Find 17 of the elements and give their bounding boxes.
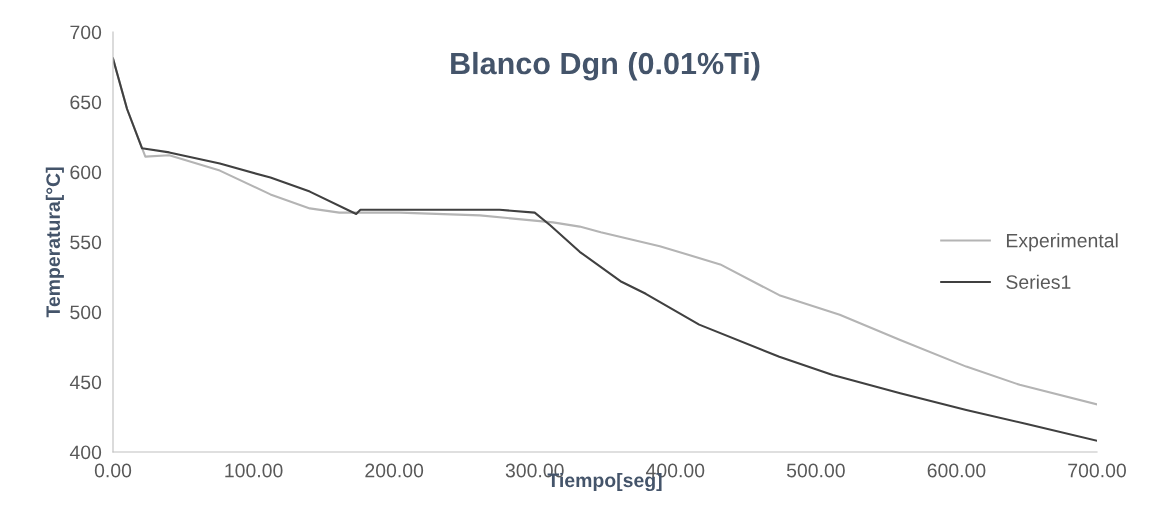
x-tick-label: 500.00 <box>786 463 845 478</box>
x-tick-label: 200.00 <box>365 463 424 478</box>
y-tick-label: 550 <box>70 235 102 250</box>
legend-label: Series1 <box>1006 274 1071 289</box>
x-tick-label: 100.00 <box>225 463 283 478</box>
legend-label: Experimental <box>1006 233 1118 252</box>
text: Blanco Dgn (0.01%Ti) <box>451 51 760 81</box>
x-tick-label: 700.00 <box>1068 463 1126 478</box>
x-tick-label: 0.00 <box>94 463 132 478</box>
y-tick-label: 600 <box>70 165 102 180</box>
y-tick-label: 500 <box>70 305 102 320</box>
x-tick-label: 600.00 <box>927 463 986 478</box>
y-axis-title: Temperatura[°C] <box>45 167 64 318</box>
y-tick-label: 700 <box>70 25 102 40</box>
y-tick-label: 450 <box>69 375 102 390</box>
y-tick-label: 400 <box>69 445 102 460</box>
y-tick-label: 650 <box>70 95 102 110</box>
